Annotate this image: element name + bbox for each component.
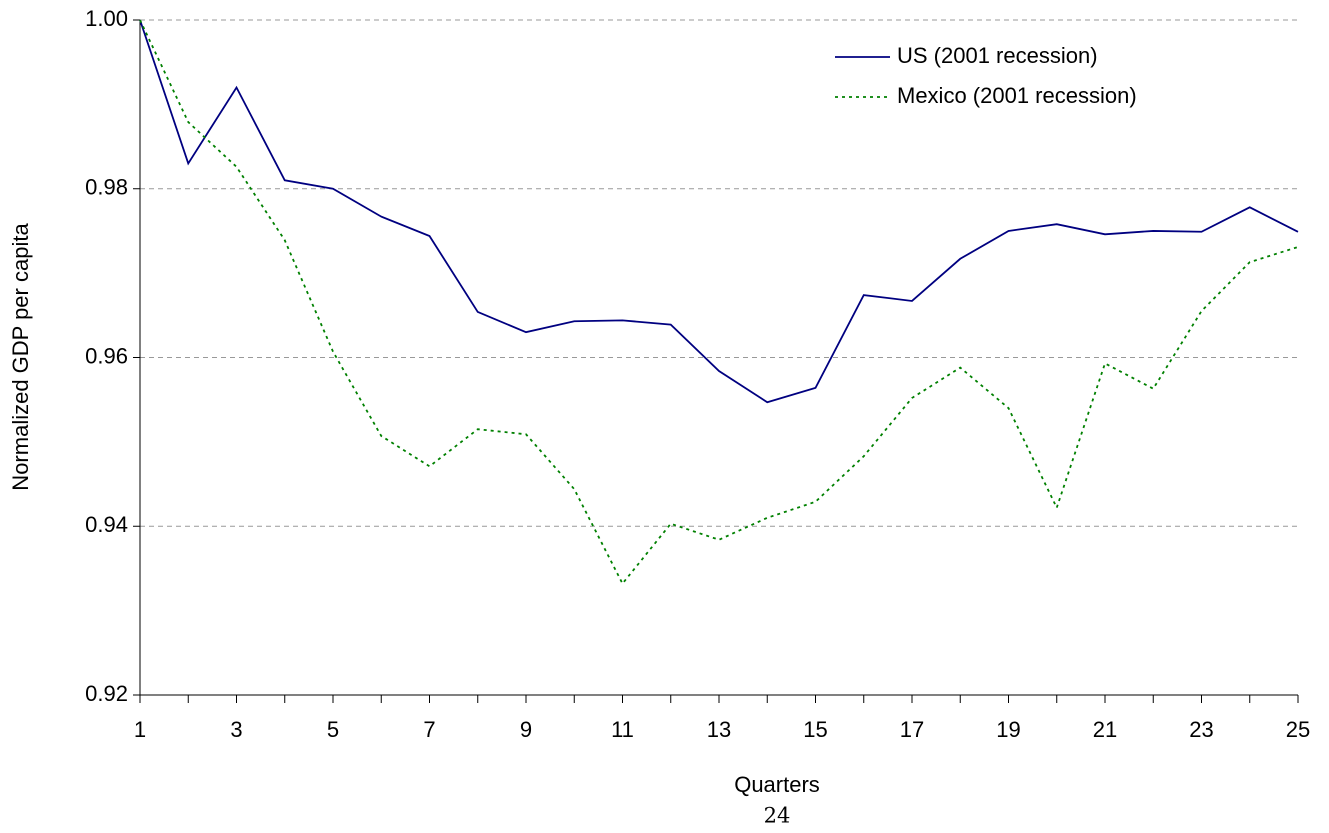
x-tick-label: 11 [611,717,634,742]
series-line [139,19,1299,404]
x-tick-label: 9 [520,717,532,742]
x-tick-label: 21 [1093,717,1117,742]
x-tick-label: 1 [134,717,146,742]
x-tick-label: 19 [996,717,1020,742]
legend-label: Mexico (2001 recession) [897,83,1137,108]
y-tick-label: 0.92 [85,681,128,706]
y-tick-label: 0.98 [85,175,128,200]
y-tick-label: 0.96 [85,343,128,368]
x-tick-label: 17 [900,717,924,742]
y-tick-label: 0.94 [85,512,128,537]
x-tick-label: 25 [1286,717,1310,742]
page-number: 24 [764,804,791,828]
x-tick-label: 13 [707,717,731,742]
x-tick-label: 7 [423,717,435,742]
x-axis-label: Quarters [734,772,820,797]
x-tick-label: 23 [1189,717,1213,742]
x-tick-label: 15 [803,717,827,742]
x-tick-label: 3 [230,717,242,742]
legend-label: US (2001 recession) [897,43,1098,68]
y-axis-label: Normalized GDP per capita [8,223,33,491]
series-line [139,19,1299,586]
y-tick-label: 1.00 [85,6,128,31]
x-tick-label: 5 [327,717,339,742]
